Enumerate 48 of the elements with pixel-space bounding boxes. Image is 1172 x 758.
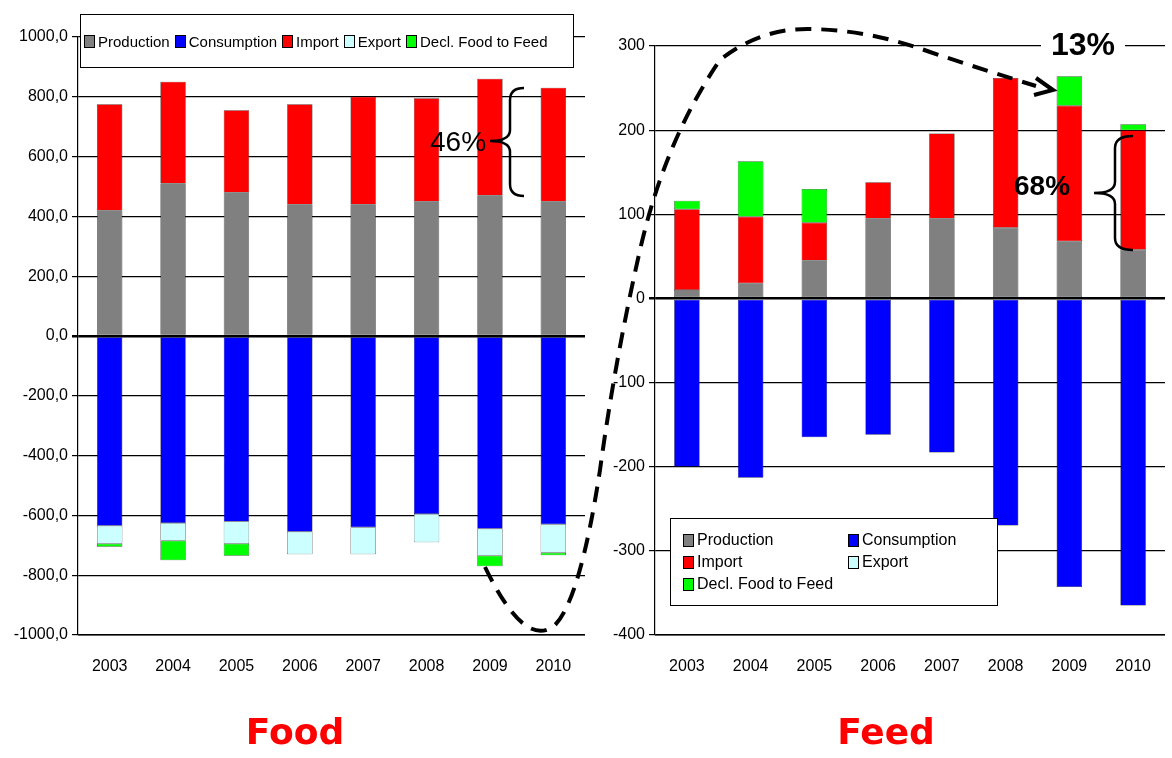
y-tick-label: 600,0 bbox=[27, 147, 69, 165]
y-tick-label: 200 bbox=[618, 120, 646, 138]
y-tick-label: -1000,0 bbox=[13, 625, 69, 643]
x-tick-label: 2004 bbox=[732, 657, 769, 675]
legend-label: Production bbox=[697, 531, 774, 549]
y-tick-label: 200,0 bbox=[27, 266, 69, 284]
x-tick-label: 2003 bbox=[91, 657, 128, 675]
legend-label: Decl. Food to Feed bbox=[697, 575, 834, 593]
legend-label: Export bbox=[357, 32, 401, 50]
legend-label: Export bbox=[862, 553, 909, 571]
x-tick-label: 2009 bbox=[472, 657, 508, 675]
y-tick-label: -400,0 bbox=[22, 446, 69, 464]
legend-label: Import bbox=[296, 32, 339, 50]
x-tick-label: 2009 bbox=[1051, 657, 1088, 675]
x-tick-label: 2008 bbox=[408, 657, 445, 675]
x-tick-label: 2004 bbox=[155, 657, 191, 675]
x-tick-label: 2010 bbox=[1115, 657, 1152, 675]
x-tick-label: 2005 bbox=[218, 657, 255, 675]
y-tick-label: 0,0 bbox=[45, 326, 69, 344]
legend-label: Consumption bbox=[188, 32, 278, 50]
text: Food bbox=[244, 711, 346, 752]
x-tick-label: 2006 bbox=[860, 657, 897, 675]
y-tick-label: -200 bbox=[612, 457, 646, 475]
annotation: 13% bbox=[1041, 26, 1126, 62]
x-tick-label: 2008 bbox=[987, 657, 1024, 675]
y-tick-label: -600,0 bbox=[22, 505, 69, 523]
y-tick-label: 400,0 bbox=[27, 206, 69, 224]
x-tick-label: 2003 bbox=[669, 657, 705, 675]
x-tick-label: 2005 bbox=[796, 657, 833, 675]
text: Feed bbox=[836, 711, 936, 752]
y-tick-label: 800,0 bbox=[27, 87, 69, 105]
y-tick-label: -200,0 bbox=[22, 386, 69, 404]
x-tick-label: 2006 bbox=[282, 657, 318, 675]
y-tick-label: -400 bbox=[612, 625, 646, 643]
x-tick-label: 2010 bbox=[535, 657, 572, 675]
y-tick-label: 1000,0 bbox=[19, 27, 69, 45]
y-tick-label: 0 bbox=[636, 288, 646, 306]
legend-label: Consumption bbox=[862, 531, 957, 549]
legend-label: Import bbox=[697, 553, 743, 571]
x-tick-label: 2007 bbox=[924, 657, 960, 675]
y-tick-label: -800,0 bbox=[22, 565, 69, 583]
y-tick-label: 100 bbox=[618, 204, 646, 222]
x-tick-label: 2007 bbox=[345, 657, 382, 675]
y-tick-label: -100 bbox=[612, 372, 646, 390]
y-tick-label: 300 bbox=[618, 36, 646, 54]
y-tick-label: -300 bbox=[612, 541, 646, 559]
legend-label: Production bbox=[98, 32, 170, 50]
legend-label: Decl. Food to Feed bbox=[419, 32, 548, 50]
